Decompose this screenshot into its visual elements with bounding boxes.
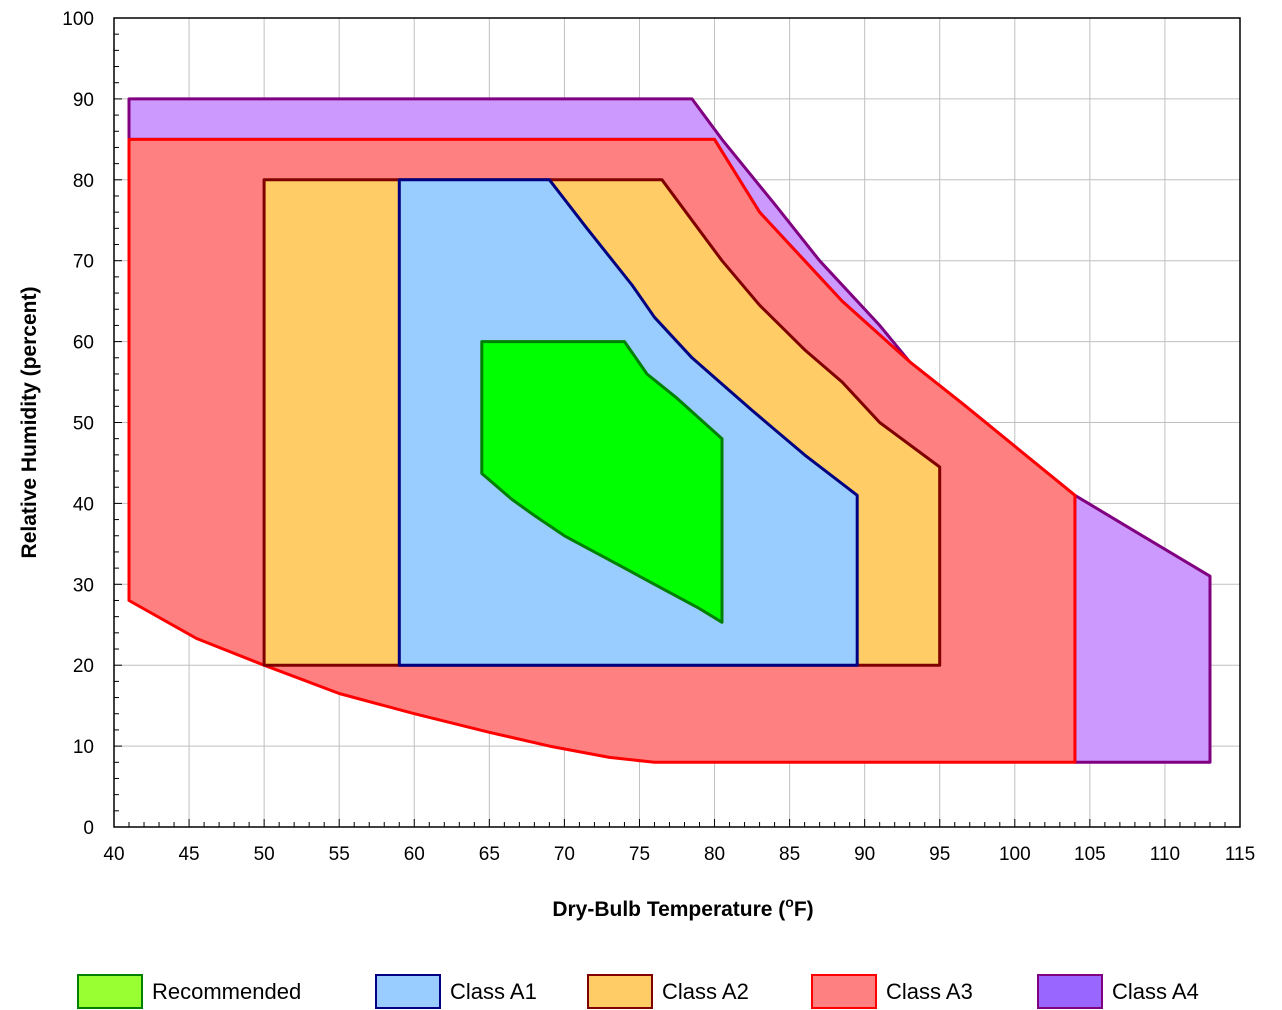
legend-swatch-class-a2 [587,974,653,1009]
x-tick-label: 70 [554,844,575,865]
series-area-recommended [480,340,724,624]
x-tick-label: 45 [178,844,199,865]
legend-label-class-a4: Class A4 [1112,979,1199,1004]
legend-swatch-recommended [77,974,143,1009]
y-tick-label: 30 [73,575,94,596]
legend-swatch-class-a1 [375,974,441,1009]
series-areas [127,97,1212,764]
legend-swatch-class-a3 [811,974,877,1009]
x-tick-label: 75 [629,844,650,865]
x-tick-label: 65 [479,844,500,865]
legend-label-class-a1: Class A1 [450,979,537,1004]
x-tick-label: 110 [1150,844,1180,865]
x-tick-label: 85 [779,844,800,865]
legend-label-recommended: Recommended [152,979,301,1004]
x-tick-label: 100 [999,844,1031,865]
x-tick-label: 80 [704,844,725,865]
y-tick-label: 0 [83,818,94,839]
legend: Recommended Class A1 Class A2 Class A3 Class… [77,974,1199,1009]
x-tick-label: 50 [254,844,275,865]
x-tick-label: 105 [1074,844,1106,865]
x-tick-label: 90 [854,844,875,865]
y-axis-title: Relative Humidity (percent) [18,287,41,559]
y-tick-label: 70 [73,252,94,273]
legend-label-class-a2: Class A2 [662,979,749,1004]
y-tick-label: 40 [73,494,94,515]
x-tick-label: 60 [404,844,425,865]
x-tick-label: 95 [929,844,950,865]
legend-swatch-class-a4 [1037,974,1103,1009]
y-tick-label: 80 [73,171,94,192]
x-tick-label: 115 [1225,844,1255,865]
y-tick-label: 60 [73,333,94,354]
y-tick-label: 100 [62,9,94,30]
y-tick-label: 50 [73,414,94,435]
legend-label-class-a3: Class A3 [886,979,973,1004]
x-axis-title: Dry-Bulb Temperature (oF) [552,894,813,921]
axes: 40 45 50 55 60 65 70 75 80 85 90 95 100 105 110 115 0 10 2… [62,9,1255,865]
x-tick-label: 55 [329,844,350,865]
y-tick-label: 90 [73,90,94,111]
x-tick-label: 40 [103,844,124,865]
y-tick-label: 10 [73,737,94,758]
y-tick-label: 20 [73,656,94,677]
